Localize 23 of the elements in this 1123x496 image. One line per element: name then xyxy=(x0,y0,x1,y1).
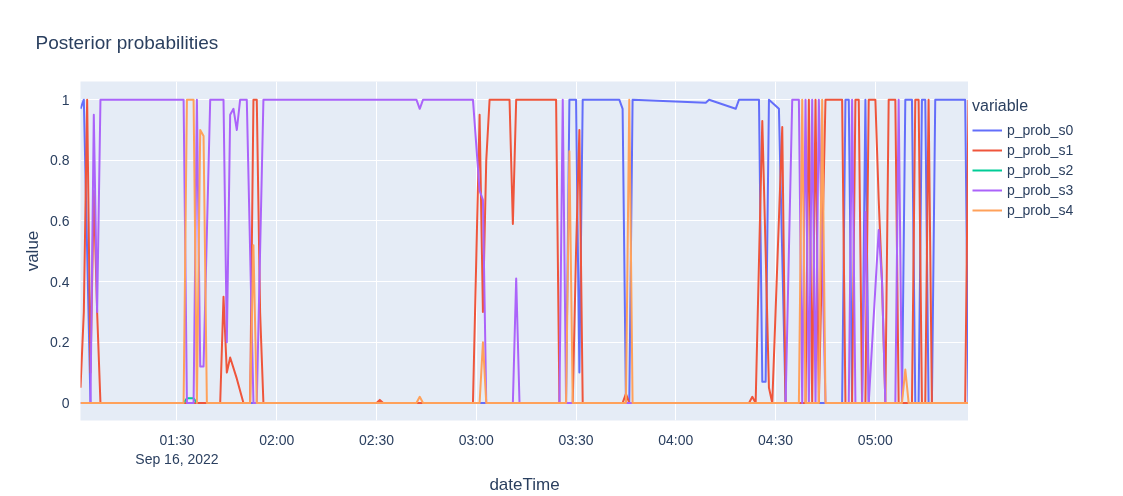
x-tick-label: 02:00 xyxy=(259,431,295,448)
x-tick-label: 01:30 Sep 16, 2022 xyxy=(135,431,219,467)
legend-title: variable xyxy=(972,97,1030,115)
legend-label: p_prob_s2 xyxy=(1007,162,1074,178)
legend-label: p_prob_s0 xyxy=(1007,122,1074,138)
y-axis-title: value xyxy=(23,230,43,272)
y-tick-label: 0.4 xyxy=(50,273,70,290)
legend-label: p_prob_s3 xyxy=(1007,182,1074,198)
y-tick-label: 0.6 xyxy=(50,212,70,229)
x-axis-title: dateTime xyxy=(489,474,560,494)
y-tick-label: 0.8 xyxy=(50,152,70,169)
y-tick-label: 0 xyxy=(61,394,70,411)
x-tick-label: 04:30 xyxy=(758,431,794,448)
x-tick-label: 03:30 xyxy=(558,431,594,448)
y-tick-label: 0.2 xyxy=(50,334,70,351)
chart-title: Posterior probabilities xyxy=(35,31,219,53)
legend-label: p_prob_s1 xyxy=(1007,142,1074,158)
x-tick-label: 03:00 xyxy=(458,431,495,448)
x-tick-label: 02:30 xyxy=(358,431,395,448)
y-tick-label: 1 xyxy=(61,91,70,108)
x-tick-label: 05:00 xyxy=(857,431,894,448)
x-tick-label: 04:00 xyxy=(658,431,694,448)
legend-label: p_prob_s4 xyxy=(1007,202,1074,218)
